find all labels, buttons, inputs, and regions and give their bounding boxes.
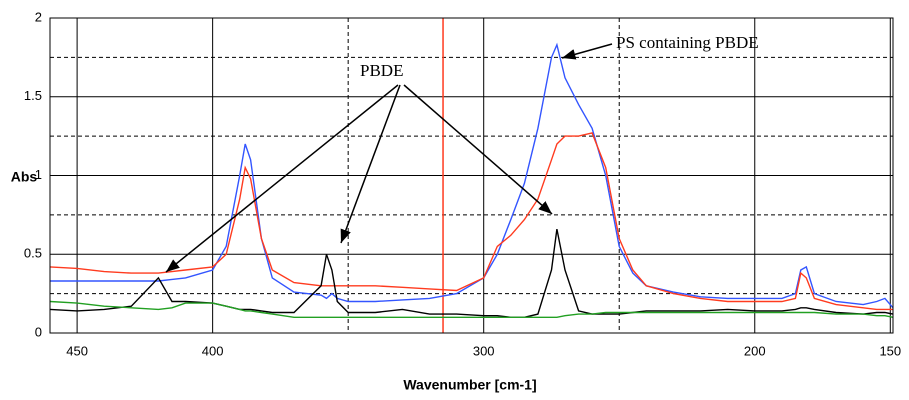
y-tick-label: 0.5 [24,246,42,261]
y-axis-label: Abs [11,169,38,185]
annotation: PS containing PBDE [616,33,759,52]
series-line [49,228,894,318]
plot-frame [49,17,894,334]
y-tick-label: 1 [35,167,42,182]
annotation-arrows [165,43,613,273]
series-line [49,132,893,311]
y-tick-label: 1.5 [24,88,42,103]
series-line [50,42,894,309]
series-line [49,300,894,318]
x-tick-label: 300 [473,343,495,358]
y-tick-label: 2 [35,9,42,24]
x-tick-label: 450 [66,343,88,358]
x-tick-label: 400 [202,343,224,358]
x-tick-label: 150 [879,343,901,358]
x-axis-label: Wavenumber [cm-1] [403,377,536,393]
annotation: PBDE [360,61,403,80]
x-tick-label: 200 [744,343,766,358]
y-tick-label: 0 [35,324,42,339]
lines [49,42,894,318]
